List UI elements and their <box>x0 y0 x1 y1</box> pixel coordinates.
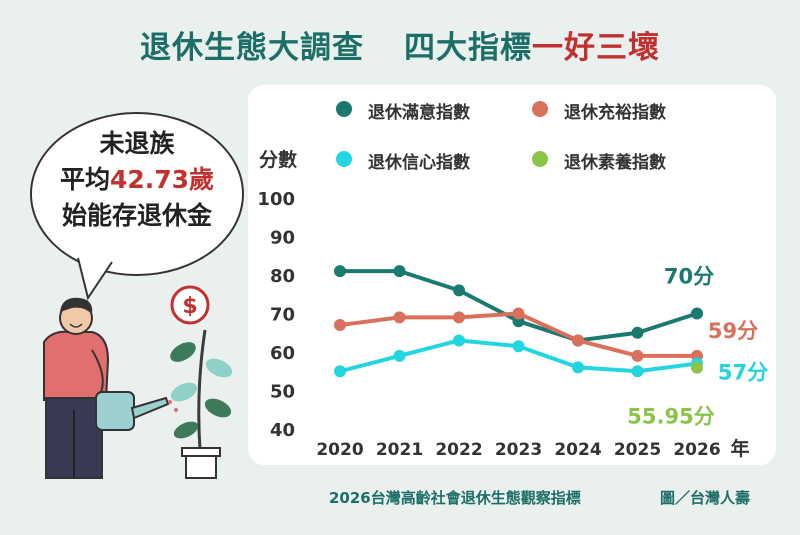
legend-dot-confidence <box>336 151 352 167</box>
x-tick-label: 2021 <box>376 440 423 460</box>
series-point-1 <box>393 311 406 324</box>
image-credit: 圖／台灣人壽 <box>660 489 751 507</box>
title-highlight: 一好三壞 <box>532 30 660 66</box>
x-tick-label: 2020 <box>316 440 363 460</box>
legend-dot-satisfaction <box>336 101 352 117</box>
speech-bubble <box>30 112 244 276</box>
bubble-line2: 平均42.73歲 <box>30 162 244 198</box>
bubble-line3: 始能存退休金 <box>61 201 212 230</box>
y-tick-label: 70 <box>270 305 295 326</box>
series-end-label-3: 55.95分 <box>627 405 714 429</box>
svg-text:$: $ <box>182 294 197 319</box>
series-point-1 <box>334 319 346 332</box>
series-end-label-1: 59分 <box>708 319 758 343</box>
title-part1: 退休生態大調查 <box>140 30 364 66</box>
y-tick-label: 50 <box>270 382 295 403</box>
legend-label-literacy: 退休素養指數 <box>564 153 666 173</box>
dollar-coin-icon: $ <box>170 285 210 325</box>
y-tick-label: 80 <box>270 266 295 287</box>
series-point-0 <box>631 326 644 339</box>
y-tick-label: 90 <box>270 228 295 249</box>
series-point-2 <box>572 361 584 374</box>
series-point-0 <box>691 307 703 320</box>
series-end-label-0: 70分 <box>664 265 714 289</box>
series-point-1 <box>453 311 465 324</box>
watering-can-icon <box>95 391 180 431</box>
x-tick-label: 2022 <box>435 440 482 460</box>
series-point-1 <box>512 307 525 320</box>
series-point-2 <box>631 365 644 378</box>
series-point-2 <box>393 349 406 362</box>
bubble-line1: 未退族 <box>99 129 175 158</box>
bubble-text: 未退族 平均42.73歲 始能存退休金 <box>30 126 244 234</box>
bubble-line2-prefix: 平均 <box>59 165 110 194</box>
legend-label-sufficiency: 退休充裕指數 <box>564 103 666 123</box>
series-point-0 <box>393 265 406 278</box>
x-axis-label: 年 <box>730 437 749 460</box>
series-point-1 <box>572 334 584 347</box>
plant-icon <box>170 329 233 479</box>
legend-label-satisfaction: 退休滿意指數 <box>368 103 470 123</box>
title-part2: 四大指標 <box>404 30 532 66</box>
legend-label-confidence: 退休信心指數 <box>368 153 470 173</box>
bubble-age: 42.73歲 <box>109 165 215 194</box>
x-tick-label: 2026 <box>673 440 720 460</box>
source-caption: 2026台灣高齡社會退休生態觀察指標 <box>329 489 581 507</box>
legend-dot-sufficiency <box>532 101 548 117</box>
series-point-2 <box>334 365 346 378</box>
y-tick-label: 40 <box>270 420 295 441</box>
legend-dot-literacy <box>532 151 548 167</box>
y-tick-label: 100 <box>257 189 295 210</box>
x-tick-label: 2023 <box>495 440 542 460</box>
series-end-label-2: 57分 <box>718 361 768 385</box>
series-line-0 <box>340 269 698 343</box>
person-icon <box>43 297 110 479</box>
series-point-2 <box>453 334 465 347</box>
series-point-0 <box>334 265 346 278</box>
series-point-3 <box>691 361 703 374</box>
x-tick-label: 2025 <box>614 440 661 460</box>
series-point-2 <box>512 340 525 353</box>
page-title: 退休生態大調查 四大指標一好三壞 <box>0 22 800 67</box>
y-axis-label: 分數 <box>259 149 297 171</box>
x-tick-label: 2024 <box>554 440 601 460</box>
series-point-0 <box>453 284 465 297</box>
series-point-1 <box>631 349 644 362</box>
y-tick-label: 60 <box>270 343 295 364</box>
